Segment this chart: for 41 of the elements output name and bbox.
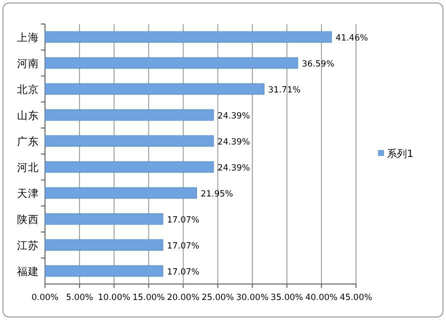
y-tick-label: 河南 (17, 57, 39, 70)
y-tick-label: 天津 (17, 187, 39, 200)
data-label: 21.95% (200, 190, 234, 200)
data-label: 24.39% (218, 112, 250, 122)
data-label: 17.07% (166, 242, 200, 252)
bar (44, 239, 164, 251)
bar (44, 57, 298, 69)
x-tick-label: 25.00% (202, 293, 234, 303)
data-label: 17.07% (166, 268, 200, 278)
bar (44, 83, 264, 95)
bar (44, 213, 164, 225)
data-label: 41.46% (336, 34, 368, 44)
data-label: 36.59% (302, 60, 334, 70)
x-tick-label: 45.00% (340, 293, 372, 303)
bar (44, 187, 197, 199)
data-label: 17.07% (166, 216, 200, 226)
data-label: 24.39% (218, 138, 250, 148)
bar (44, 109, 214, 121)
x-tick-label: 30.00% (236, 293, 269, 303)
bar (44, 265, 164, 277)
y-tick-label: 河北 (17, 161, 39, 174)
y-tick-label: 山东 (17, 109, 39, 122)
x-tick-label: 15.00% (132, 293, 165, 303)
y-tick-label: 福建 (17, 265, 39, 278)
y-tick-label: 北京 (17, 83, 39, 96)
x-tick-label: 0.00% (31, 293, 59, 303)
bar (44, 135, 214, 147)
data-label: 24.39% (218, 164, 250, 174)
x-tick-label: 10.00% (98, 293, 130, 303)
x-tick-label: 20.00% (167, 293, 200, 303)
legend-label: 系列1 (387, 148, 414, 160)
data-label: 31.71% (268, 86, 301, 96)
bar (44, 31, 332, 43)
y-tick-label: 江苏 (17, 239, 39, 252)
x-tick-label: 35.00% (270, 293, 304, 303)
y-tick-label: 广东 (17, 135, 39, 148)
y-tick-label: 陕西 (17, 214, 39, 226)
x-tick-label: 5.00% (66, 293, 94, 303)
bar (44, 161, 214, 173)
x-tick-label: 40.00% (305, 293, 338, 303)
y-tick-label: 上海 (17, 31, 39, 44)
